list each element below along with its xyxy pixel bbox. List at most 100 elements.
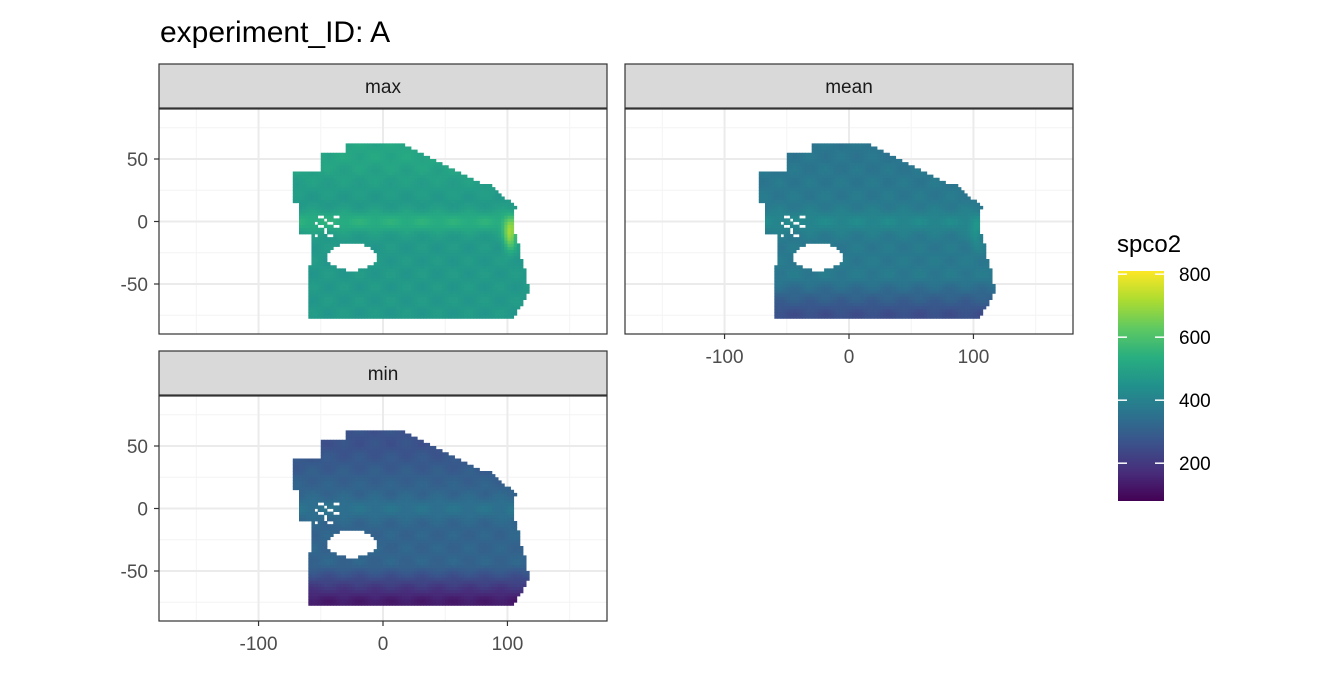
heatmap-cell bbox=[977, 253, 981, 257]
heatmap-cell bbox=[495, 225, 499, 229]
heatmap-cell bbox=[411, 215, 415, 219]
heatmap-cell bbox=[405, 250, 409, 254]
heatmap-cell bbox=[448, 228, 452, 232]
heatmap-cell bbox=[346, 143, 350, 147]
heatmap-cell bbox=[411, 197, 415, 201]
heatmap-cell bbox=[324, 178, 328, 182]
heatmap-cell bbox=[436, 228, 440, 232]
heatmap-cell bbox=[439, 234, 443, 238]
heatmap-cell bbox=[371, 197, 375, 201]
heatmap-cell bbox=[899, 272, 903, 276]
heatmap-cell bbox=[386, 175, 390, 179]
heatmap-cell bbox=[473, 250, 477, 254]
heatmap-cell bbox=[361, 150, 365, 154]
heatmap-cell bbox=[949, 306, 953, 310]
heatmap-cell bbox=[427, 315, 431, 319]
heatmap-cell bbox=[781, 247, 785, 251]
heatmap-cell bbox=[849, 272, 853, 276]
heatmap-cell bbox=[914, 287, 918, 291]
heatmap-cell bbox=[952, 315, 956, 319]
heatmap-cell bbox=[924, 240, 928, 244]
heatmap-cell bbox=[361, 225, 365, 229]
heatmap-cell bbox=[364, 156, 368, 160]
heatmap-cell bbox=[877, 300, 881, 304]
heatmap-cell bbox=[436, 168, 440, 172]
heatmap-cell bbox=[380, 309, 384, 313]
heatmap-cell bbox=[837, 287, 841, 291]
heatmap-cell bbox=[889, 303, 893, 307]
heatmap-cell bbox=[405, 315, 409, 319]
heatmap-cell bbox=[479, 231, 483, 235]
heatmap-cell bbox=[346, 275, 350, 279]
heatmap-cell bbox=[358, 209, 362, 213]
heatmap-cell bbox=[877, 281, 881, 285]
heatmap-cell bbox=[371, 303, 375, 307]
heatmap-cell bbox=[492, 275, 496, 279]
heatmap-cell bbox=[377, 306, 381, 310]
y-tick-label: 50 bbox=[127, 150, 148, 171]
heatmap-cell bbox=[799, 237, 803, 241]
heatmap-cell bbox=[414, 178, 418, 182]
heatmap-cell bbox=[905, 265, 909, 269]
heatmap-cell bbox=[473, 243, 477, 247]
heatmap-cell bbox=[433, 300, 437, 304]
heatmap-cell bbox=[868, 256, 872, 260]
heatmap-cell bbox=[511, 290, 515, 294]
heatmap-cell bbox=[964, 250, 968, 254]
heatmap-cell bbox=[921, 256, 925, 260]
heatmap-cell bbox=[445, 231, 449, 235]
heatmap-cell bbox=[949, 240, 953, 244]
heatmap-cell bbox=[423, 184, 427, 188]
heatmap-cell bbox=[408, 218, 412, 222]
heatmap-cell bbox=[886, 259, 890, 263]
heatmap-cell bbox=[311, 265, 315, 269]
heatmap-cell bbox=[374, 150, 378, 154]
heatmap-cell bbox=[914, 256, 918, 260]
heatmap-cell bbox=[833, 297, 837, 301]
heatmap-cell bbox=[358, 231, 362, 235]
heatmap-cell bbox=[423, 172, 427, 176]
heatmap-cell bbox=[483, 215, 487, 219]
heatmap-cell bbox=[389, 168, 393, 172]
heatmap-cell bbox=[945, 272, 949, 276]
heatmap-cell bbox=[924, 303, 928, 307]
heatmap-cell bbox=[809, 275, 813, 279]
heatmap-cell bbox=[921, 306, 925, 310]
heatmap-cell bbox=[451, 309, 455, 313]
heatmap-cell bbox=[467, 265, 471, 269]
heatmap-cell bbox=[349, 290, 353, 294]
heatmap-cell bbox=[361, 162, 365, 166]
heatmap-cell bbox=[383, 237, 387, 241]
heatmap-cell bbox=[355, 153, 359, 157]
heatmap-cell bbox=[492, 212, 496, 216]
heatmap-cell bbox=[855, 278, 859, 282]
heatmap-cell bbox=[827, 284, 831, 288]
heatmap-cell bbox=[827, 312, 831, 316]
heatmap-cell bbox=[336, 278, 340, 282]
heatmap-cell bbox=[784, 309, 788, 313]
heatmap-cell bbox=[495, 259, 499, 263]
heatmap-cell bbox=[299, 206, 303, 210]
heatmap-cell bbox=[423, 284, 427, 288]
heatmap-cell bbox=[858, 278, 862, 282]
heatmap-cell bbox=[504, 306, 508, 310]
heatmap-cell bbox=[896, 262, 900, 266]
heatmap-cell bbox=[961, 293, 965, 297]
heatmap-cell bbox=[498, 275, 502, 279]
heatmap-cell bbox=[815, 275, 819, 279]
heatmap-cell bbox=[911, 275, 915, 279]
heatmap-cell bbox=[377, 203, 381, 207]
heatmap-cell bbox=[514, 253, 518, 257]
heatmap-cell bbox=[423, 206, 427, 210]
heatmap-cell bbox=[352, 303, 356, 307]
heatmap-cell bbox=[980, 247, 984, 251]
heatmap-cell bbox=[809, 309, 813, 313]
heatmap-cell bbox=[930, 262, 934, 266]
heatmap-cell bbox=[442, 165, 446, 169]
heatmap-cell bbox=[392, 197, 396, 201]
heatmap-cell bbox=[461, 250, 465, 254]
heatmap-cell bbox=[383, 262, 387, 266]
heatmap-cell bbox=[886, 250, 890, 254]
heatmap-cell bbox=[324, 247, 328, 251]
heatmap-cell bbox=[448, 172, 452, 176]
